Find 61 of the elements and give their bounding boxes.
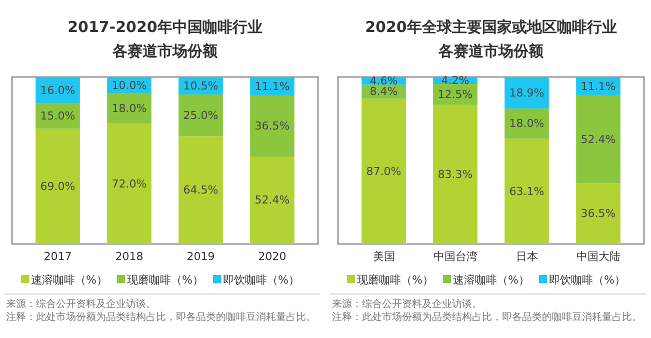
legend-label: 现磨咖啡（%） [357, 274, 434, 286]
x-tick-label: 2017 [44, 250, 72, 263]
bar [433, 104, 478, 244]
bar [178, 94, 223, 136]
data-label: 83.3% [438, 168, 473, 181]
bar [576, 183, 620, 244]
x-tick-label: 2019 [186, 250, 215, 263]
text: 注释：此处市场份额为品类结构占比，即各品类的咖啡豆消耗量占比。 [6, 311, 316, 323]
bar [250, 156, 294, 244]
data-label: 8.4% [370, 85, 398, 98]
bar [36, 104, 80, 129]
data-label: 64.5% [183, 184, 218, 197]
data-label: 18.9% [509, 86, 544, 100]
data-label: 52.4% [254, 194, 290, 207]
data-label: 15.0% [40, 110, 76, 123]
x-tick-label: 2018 [115, 250, 144, 263]
data-label: 4.6% [370, 74, 398, 88]
x-tick-label: 2020 [258, 250, 286, 263]
data-label: 36.5% [580, 207, 616, 220]
source-note: 来源：综合公开资料及企业访谈。 [6, 298, 156, 310]
chart-subtitle: 各赛道市场份额 [438, 42, 544, 60]
data-label: 10.0% [112, 78, 147, 92]
legend-label: 现磨咖啡（%） [127, 274, 204, 286]
chart-title: 2017-2020年中国咖啡行业 [68, 18, 262, 36]
x-tick-label: 中国大陆 [576, 250, 620, 263]
x-tick-label: 中国台湾 [433, 250, 478, 263]
legend-label: 即饮咖啡（%） [223, 274, 300, 286]
data-label: 18.0% [112, 102, 147, 116]
bar [362, 98, 406, 244]
data-label: 52.4% [580, 132, 616, 146]
data-label: 25.0% [183, 108, 218, 122]
bar [504, 138, 549, 244]
bar [250, 96, 294, 156]
data-label: 36.5% [254, 120, 290, 133]
data-label: 10.5% [183, 79, 218, 92]
legend-label: 即饮咖啡（%） [549, 274, 626, 286]
bar [504, 108, 549, 139]
data-label: 4.2% [441, 74, 470, 88]
data-label: 87.0% [366, 164, 402, 178]
text: 注释：此处市场份额为品类结构占比，即各品类的咖啡豆消耗量占比。 [332, 311, 642, 323]
bar [36, 128, 80, 244]
bar [107, 94, 152, 124]
data-label: 72.0% [112, 177, 147, 190]
bar [504, 77, 549, 109]
x-tick-label: 美国 [372, 250, 395, 263]
data-label: 63.1% [509, 184, 544, 198]
legend-label: 速溶咖啡（%） [31, 274, 108, 286]
chart-subtitle: 各赛道市场份额 [112, 42, 218, 60]
bar [107, 124, 152, 244]
data-label: 16.0% [40, 84, 76, 97]
legend-label: 速溶咖啡（%） [453, 274, 530, 286]
data-label: 69.0% [40, 180, 76, 193]
data-label: 11.1% [580, 80, 616, 93]
data-label: 18.0% [509, 117, 544, 130]
data-label: 12.5% [438, 88, 473, 101]
x-tick-label: 日本 [516, 250, 538, 263]
bar [178, 136, 223, 244]
data-label: 11.1% [254, 80, 290, 93]
bar [576, 96, 620, 184]
source-note: 来源：综合公开资料及企业访谈。 [332, 298, 482, 310]
chart-title: 2020年全球主要国家或地区咖啡行业 [365, 18, 617, 36]
